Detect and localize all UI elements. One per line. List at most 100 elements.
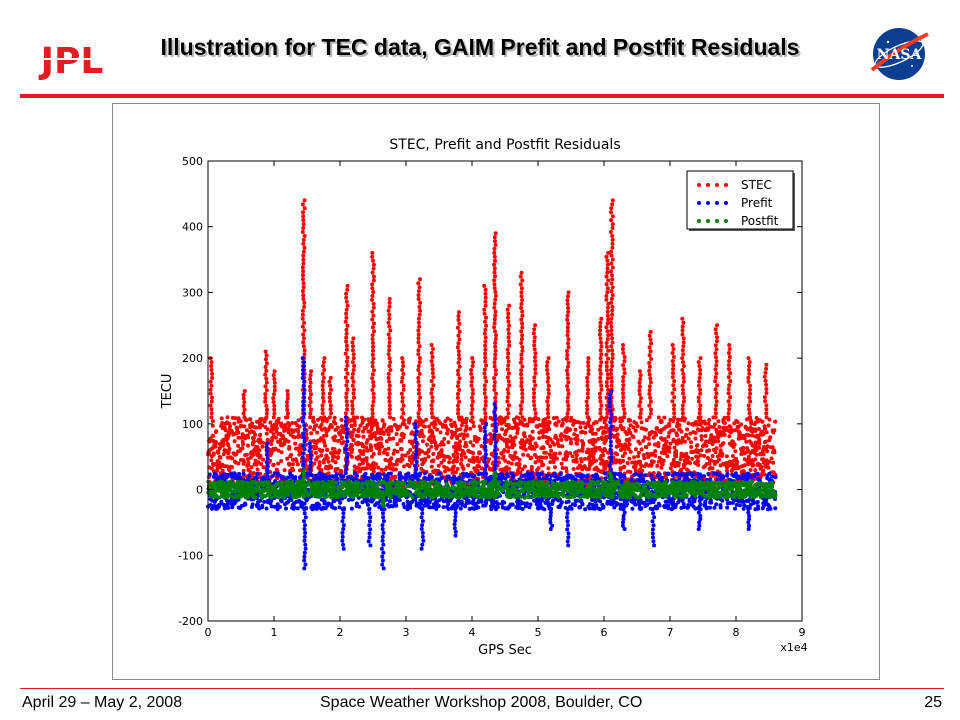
- peak-point: [370, 411, 375, 416]
- peak-point: [301, 273, 305, 278]
- peak-point: [285, 411, 290, 416]
- peak-point: [320, 411, 325, 416]
- data-point: [211, 433, 216, 438]
- peak-point: [388, 360, 393, 365]
- data-point: [279, 421, 284, 426]
- peak-point: [387, 304, 392, 309]
- peak-point: [484, 315, 488, 320]
- data-point: [362, 466, 367, 471]
- peak-point: [309, 392, 313, 397]
- peak-point: [604, 282, 609, 287]
- data-point: [287, 423, 292, 428]
- peak-point: [586, 415, 591, 420]
- data-point: [679, 429, 684, 434]
- peak-point: [519, 368, 524, 373]
- peak-point: [747, 387, 752, 392]
- data-point: [674, 424, 679, 429]
- data-point: [438, 442, 443, 447]
- data-point: [380, 444, 384, 449]
- peak-point: [604, 344, 609, 349]
- peak-point: [609, 316, 614, 321]
- data-point: [349, 434, 354, 439]
- data-point: [620, 454, 625, 459]
- data-point: [732, 421, 737, 426]
- peak-point: [637, 388, 642, 393]
- peak-point: [647, 345, 652, 350]
- data-point: [459, 432, 464, 437]
- peak-point: [598, 375, 603, 380]
- data-point: [606, 450, 611, 455]
- data-point: [330, 446, 335, 451]
- data-point: [528, 456, 533, 461]
- data-point: [381, 431, 386, 436]
- peak-point: [386, 320, 391, 325]
- data-point: [614, 428, 619, 432]
- peak-point: [371, 368, 376, 373]
- data-point: [324, 429, 329, 433]
- peak-point: [387, 364, 392, 368]
- data-point: [335, 466, 340, 471]
- peak-point: [429, 411, 434, 416]
- data-point: [500, 427, 505, 432]
- peak-point: [507, 303, 512, 308]
- peak-point: [670, 399, 675, 404]
- data-point: [639, 447, 644, 452]
- peak-point: [492, 235, 497, 240]
- data-point: [238, 476, 243, 481]
- data-point: [437, 498, 442, 503]
- peak-point: [610, 308, 615, 313]
- data-point: [244, 428, 249, 433]
- data-point: [533, 460, 538, 465]
- peak-point: [680, 356, 685, 361]
- data-point: [730, 500, 735, 505]
- peak-point: [610, 293, 615, 298]
- data-point: [312, 424, 317, 429]
- peak-point: [622, 407, 626, 412]
- peak-point: [429, 407, 434, 412]
- data-point: [666, 434, 671, 439]
- data-point: [730, 454, 735, 458]
- peak-point: [748, 415, 753, 420]
- data-point: [706, 448, 711, 453]
- data-point: [248, 455, 253, 460]
- peak-point: [386, 375, 391, 380]
- data-point: [660, 461, 664, 466]
- peak-point: [672, 387, 677, 392]
- data-point: [445, 431, 450, 436]
- peak-point: [505, 387, 510, 392]
- data-point: [311, 444, 316, 449]
- peak-point: [431, 347, 435, 351]
- peak-point: [344, 395, 349, 400]
- peak-point: [416, 387, 421, 392]
- data-point: [764, 430, 769, 435]
- data-point: [690, 456, 695, 461]
- peak-point: [518, 282, 523, 287]
- peak-point: [401, 403, 406, 408]
- peak-point: [264, 357, 268, 362]
- data-point: [526, 453, 530, 458]
- peak-point: [599, 360, 604, 365]
- peak-point: [370, 415, 375, 420]
- jpl-logo-text: JPL: [38, 41, 104, 80]
- data-point: [330, 458, 335, 463]
- data-point: [449, 435, 454, 440]
- data-point: [461, 418, 466, 423]
- peak-point: [483, 335, 488, 340]
- data-point: [251, 435, 256, 440]
- data-point: [227, 421, 232, 426]
- peak-point: [343, 411, 348, 416]
- data-point: [654, 426, 659, 431]
- data-point: [261, 440, 265, 445]
- data-point: [464, 427, 469, 431]
- data-point: [731, 445, 736, 449]
- data-point: [522, 464, 527, 469]
- data-point: [684, 432, 689, 437]
- data-point: [671, 437, 676, 442]
- peak-point: [328, 407, 333, 412]
- data-point: [702, 442, 707, 447]
- data-point: [418, 434, 422, 439]
- data-point: [264, 431, 269, 436]
- peak-point: [566, 407, 571, 412]
- peak-point: [647, 364, 652, 369]
- data-point: [486, 459, 490, 464]
